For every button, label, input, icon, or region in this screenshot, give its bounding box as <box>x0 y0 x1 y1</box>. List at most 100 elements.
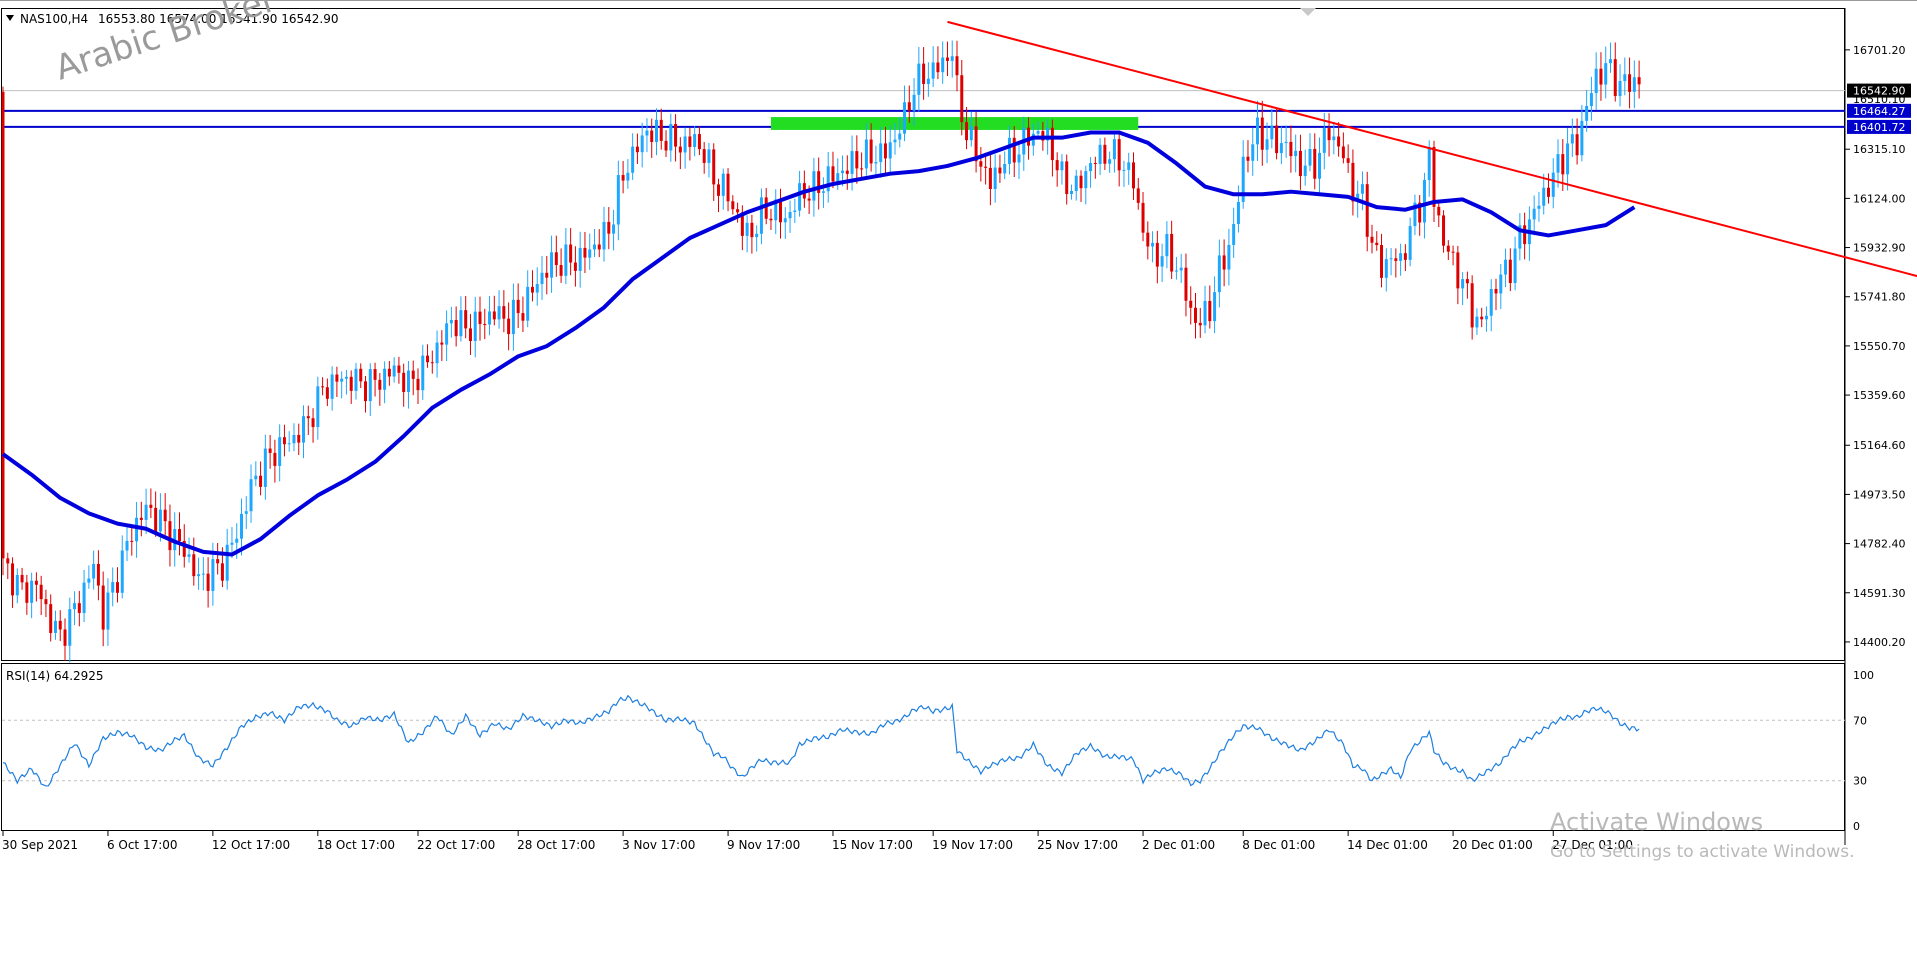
candle-body <box>6 558 10 564</box>
candle-body <box>68 609 72 646</box>
candle-body <box>841 170 845 174</box>
candle-body <box>864 139 868 169</box>
rsi-tick-label-0: 0 <box>1853 820 1860 833</box>
candle-body <box>1179 267 1183 271</box>
candle-body <box>1131 162 1135 189</box>
candle-body <box>979 161 983 167</box>
candle-body <box>383 368 387 390</box>
descending-trendline[interactable] <box>947 20 1917 290</box>
price-tick-label-9: 14782.40 <box>1853 538 1906 551</box>
candle-body <box>683 136 687 153</box>
candle-body <box>664 140 668 151</box>
candle-body <box>1241 156 1245 202</box>
candle-body <box>917 63 921 95</box>
candle-body <box>492 311 496 320</box>
chart-menu-triangle-icon[interactable] <box>6 15 14 21</box>
price-tick-label-8: 14973.50 <box>1853 488 1906 501</box>
candle-body <box>726 173 730 202</box>
candle-body <box>1384 259 1388 278</box>
candle-body <box>1298 150 1302 177</box>
candle-body <box>20 574 24 583</box>
candle-body <box>211 559 215 591</box>
candle-body <box>678 146 682 153</box>
candle-body <box>1089 162 1093 172</box>
candle-body <box>1046 127 1050 141</box>
candle-body <box>745 222 749 236</box>
candle-body <box>1155 242 1159 267</box>
candle-body <box>922 63 926 84</box>
scroll-marker-icon[interactable] <box>1300 8 1316 16</box>
current-price-box <box>1847 83 1911 98</box>
candle-body <box>1523 225 1527 245</box>
candle-body <box>1561 154 1565 175</box>
trendline-layer[interactable] <box>947 20 1917 290</box>
candle-body <box>521 313 525 321</box>
candle-body <box>1556 154 1560 173</box>
candle-body <box>654 119 658 142</box>
candle-body <box>1570 134 1574 144</box>
candle-body <box>817 171 821 193</box>
candle-body <box>63 629 67 646</box>
candle-body <box>15 574 19 596</box>
candle-body <box>1532 208 1536 220</box>
candle-body <box>1303 165 1307 177</box>
candle-body <box>869 139 873 164</box>
candle-body <box>573 262 577 271</box>
candle-body <box>1337 136 1341 147</box>
candle-body <box>693 134 697 147</box>
candle-body <box>1604 63 1608 85</box>
candle-body <box>1074 175 1078 191</box>
candle-body <box>249 479 253 512</box>
rsi-series <box>2 694 1640 787</box>
candle-body <box>53 620 57 633</box>
candle-body <box>926 78 930 84</box>
candle-body <box>707 149 711 163</box>
candle-body <box>30 580 34 603</box>
candle-body <box>49 604 53 633</box>
candle-body <box>659 119 663 141</box>
candle-body <box>340 378 344 382</box>
candle-body <box>602 221 606 250</box>
candle-body <box>750 222 754 238</box>
candle-body <box>988 167 992 189</box>
main-pane-border <box>1 8 1845 661</box>
time-tick-label-6: 3 Nov 17:00 <box>622 838 695 852</box>
candle-body <box>1260 117 1264 150</box>
candle-body <box>721 173 725 196</box>
candle-body <box>77 603 81 613</box>
candle-body <box>540 272 544 284</box>
candle-body <box>831 166 835 182</box>
candle-body <box>1174 270 1178 272</box>
price-tick-label-7: 15164.60 <box>1853 439 1906 452</box>
candle-body <box>1351 162 1355 202</box>
candle-body <box>759 197 763 234</box>
symbol-title: NAS100,H4 <box>20 12 88 26</box>
candle-body <box>779 199 783 223</box>
candle-body <box>106 592 110 630</box>
candle-body <box>1050 127 1054 161</box>
candle-body <box>592 244 596 250</box>
candle-body <box>435 342 439 364</box>
candle-body <box>154 507 158 532</box>
candle-body <box>1504 259 1508 275</box>
candle-body <box>1 91 5 559</box>
candle-body <box>788 212 792 219</box>
candle-body <box>736 209 740 213</box>
candle-body <box>292 434 296 444</box>
candle-body <box>1170 233 1174 272</box>
time-tick-label-13: 14 Dec 01:00 <box>1347 838 1428 852</box>
candle-body <box>941 57 945 73</box>
candle-body <box>244 511 248 514</box>
candle-body <box>1508 259 1512 284</box>
moving-average <box>1 130 1636 557</box>
candle-body <box>387 368 391 377</box>
candle-body <box>11 563 15 596</box>
candle-body <box>1418 202 1422 223</box>
candle-body <box>39 584 43 600</box>
candle-body <box>1103 144 1107 164</box>
ohlc-header: 16553.80 16574.00 16541.90 16542.90 <box>98 12 338 26</box>
candle-body <box>1069 190 1073 195</box>
candle-body <box>1227 244 1231 270</box>
